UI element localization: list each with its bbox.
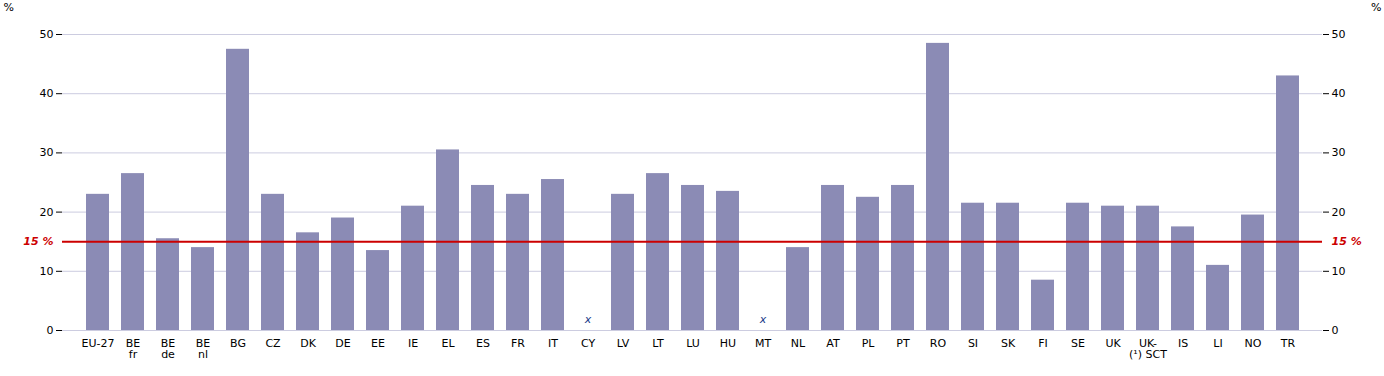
svg-text:PT: PT [896, 337, 910, 350]
svg-text:CZ: CZ [265, 337, 281, 350]
svg-text:50: 50 [40, 28, 54, 41]
svg-text:LU: LU [686, 337, 700, 350]
svg-text:FI: FI [1038, 337, 1048, 350]
svg-text:x: x [584, 313, 592, 326]
svg-text:30: 30 [40, 146, 54, 159]
svg-text:UK: UK [1105, 337, 1121, 350]
svg-text:HU: HU [720, 337, 736, 350]
svg-text:15 %: 15 % [23, 235, 53, 248]
svg-text:DE: DE [335, 337, 350, 350]
svg-text:BEnl: BEnl [196, 337, 211, 361]
svg-text:NL: NL [791, 337, 806, 350]
svg-text:FR: FR [511, 337, 525, 350]
svg-text:PL: PL [862, 337, 876, 350]
svg-text:RO: RO [930, 337, 947, 350]
svg-text:x: x [759, 313, 767, 326]
svg-text:50: 50 [1332, 28, 1346, 41]
svg-text:EE: EE [371, 337, 385, 350]
svg-text:SE: SE [1071, 337, 1085, 350]
svg-text:CY: CY [581, 337, 595, 350]
svg-text:TR: TR [1280, 337, 1296, 350]
svg-text:EL: EL [441, 337, 455, 350]
svg-text:LT: LT [652, 337, 664, 350]
svg-text:EU-27: EU-27 [82, 337, 115, 350]
svg-text:10: 10 [40, 265, 54, 278]
svg-text:SI: SI [968, 337, 978, 350]
svg-text:20: 20 [40, 206, 54, 219]
svg-text:10: 10 [1332, 265, 1346, 278]
svg-text:%: % [4, 1, 14, 14]
svg-text:IT: IT [548, 337, 558, 350]
svg-text:MT: MT [755, 337, 771, 350]
svg-text:UK-(¹) SCT: UK-(¹) SCT [1129, 337, 1167, 361]
svg-text:SK: SK [1001, 337, 1016, 350]
svg-text:40: 40 [40, 87, 54, 100]
svg-text:%: % [1371, 1, 1381, 14]
svg-text:15 %: 15 % [1332, 235, 1362, 248]
svg-text:LI: LI [1213, 337, 1222, 350]
svg-text:0: 0 [47, 324, 54, 337]
svg-text:BEde: BEde [161, 337, 176, 361]
svg-text:AT: AT [826, 337, 840, 350]
svg-text:ES: ES [476, 337, 490, 350]
svg-text:0: 0 [1332, 324, 1339, 337]
svg-text:30: 30 [1332, 146, 1346, 159]
svg-text:IS: IS [1178, 337, 1188, 350]
svg-text:IE: IE [408, 337, 418, 350]
svg-text:BEfr: BEfr [126, 337, 141, 361]
svg-text:LV: LV [617, 337, 630, 350]
svg-text:40: 40 [1332, 87, 1346, 100]
svg-text:BG: BG [230, 337, 246, 350]
svg-text:NO: NO [1245, 337, 1262, 350]
svg-text:20: 20 [1332, 206, 1346, 219]
svg-text:DK: DK [300, 337, 316, 350]
